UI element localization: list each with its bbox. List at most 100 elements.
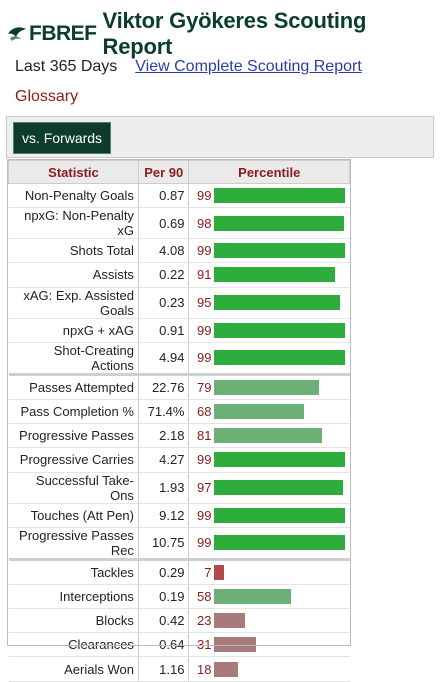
stat-name: Touches (Att Pen) — [9, 503, 139, 527]
per90-value: 0.22 — [138, 263, 189, 287]
stat-name: xAG: Exp. Assisted Goals — [9, 287, 139, 318]
subheader: Last 365 Days View Complete Scouting Rep… — [15, 58, 362, 76]
percentile-bar-track — [214, 428, 345, 443]
stat-name: Tackles — [9, 559, 139, 584]
percentile-cell: 68 — [189, 399, 350, 423]
stat-name: npxG: Non-Penalty xG — [9, 208, 139, 239]
percentile-bar — [214, 589, 291, 604]
percentile-value: 99 — [193, 243, 211, 258]
percentile-cell: 99 — [189, 503, 350, 527]
percentile-cell: 97 — [189, 472, 350, 503]
percentile-bar — [214, 565, 223, 580]
scouting-table: Statistic Per 90 Percentile Non-Penalty … — [8, 160, 350, 682]
percentile-value: 68 — [193, 404, 211, 419]
percentile-value: 99 — [193, 323, 211, 338]
percentile-bar — [214, 350, 345, 365]
percentile-bar — [214, 188, 345, 203]
percentile-value: 79 — [193, 380, 211, 395]
table-row: Pass Completion %71.4% 68 — [9, 399, 350, 423]
percentile-cell: 99 — [189, 239, 350, 263]
percentile-bar-track — [214, 188, 345, 203]
percentile-cell: 99 — [189, 342, 350, 374]
percentile-value: 18 — [193, 662, 211, 677]
percentile-bar — [214, 662, 238, 677]
percentile-bar-track — [214, 323, 345, 338]
percentile-bar-track — [214, 613, 345, 628]
percentile-bar-track — [214, 404, 345, 419]
per90-value: 0.23 — [138, 287, 189, 318]
per90-value: 4.27 — [138, 448, 189, 472]
logo-fb-text: FB — [29, 22, 56, 46]
percentile-cell: 58 — [189, 584, 350, 608]
per90-value: 10.75 — [138, 527, 189, 559]
percentile-value: 58 — [193, 589, 211, 604]
percentile-bar-track — [214, 380, 345, 395]
percentile-cell: 99 — [189, 527, 350, 559]
stat-name: npxG + xAG — [9, 318, 139, 342]
percentile-value: 99 — [193, 508, 211, 523]
percentile-bar-track — [214, 662, 345, 677]
percentile-bar-track — [214, 267, 345, 282]
percentile-value: 99 — [193, 188, 211, 203]
stat-name: Progressive Carries — [9, 448, 139, 472]
per90-value: 0.64 — [138, 633, 189, 657]
percentile-bar-track — [214, 535, 345, 550]
per90-value: 0.42 — [138, 609, 189, 633]
stat-name: Pass Completion % — [9, 399, 139, 423]
percentile-bar-track — [214, 480, 345, 495]
percentile-cell: 95 — [189, 287, 350, 318]
stat-name: Progressive Passes — [9, 424, 139, 448]
percentile-bar — [214, 452, 345, 467]
stat-name: Aerials Won — [9, 657, 139, 681]
col-percentile[interactable]: Percentile — [189, 161, 350, 184]
percentile-bar — [214, 243, 345, 258]
complete-report-link[interactable]: View Complete Scouting Report — [135, 58, 362, 76]
glossary-link[interactable]: Glossary — [15, 88, 78, 106]
col-per90[interactable]: Per 90 — [138, 161, 189, 184]
per90-value: 22.76 — [138, 374, 189, 399]
percentile-value: 7 — [193, 565, 211, 580]
percentile-cell: 99 — [189, 448, 350, 472]
percentile-bar-track — [214, 589, 345, 604]
percentile-bar-track — [214, 295, 345, 310]
percentile-cell: 98 — [189, 208, 350, 239]
per90-value: 4.08 — [138, 239, 189, 263]
percentile-value: 91 — [193, 267, 211, 282]
percentile-cell: 79 — [189, 374, 350, 399]
percentile-bar — [214, 380, 319, 395]
per90-value: 0.29 — [138, 559, 189, 584]
percentile-bar-track — [214, 508, 345, 523]
tab-vs-forwards[interactable]: vs. Forwards — [13, 122, 111, 154]
stat-name: Shots Total — [9, 239, 139, 263]
per90-value: 4.94 — [138, 342, 189, 374]
percentile-value: 98 — [193, 216, 211, 231]
comparison-tabbar: vs. Forwards — [6, 116, 434, 158]
percentile-bar-track — [214, 216, 345, 231]
percentile-value: 31 — [193, 637, 211, 652]
stat-name: Assists — [9, 263, 139, 287]
percentile-bar — [214, 216, 344, 231]
percentile-bar-track — [214, 565, 345, 580]
col-statistic[interactable]: Statistic — [9, 161, 139, 184]
percentile-bar — [214, 267, 334, 282]
percentile-bar — [214, 637, 255, 652]
percentile-bar — [214, 613, 244, 628]
leaf-icon — [6, 25, 28, 43]
per90-value: 71.4% — [138, 399, 189, 423]
